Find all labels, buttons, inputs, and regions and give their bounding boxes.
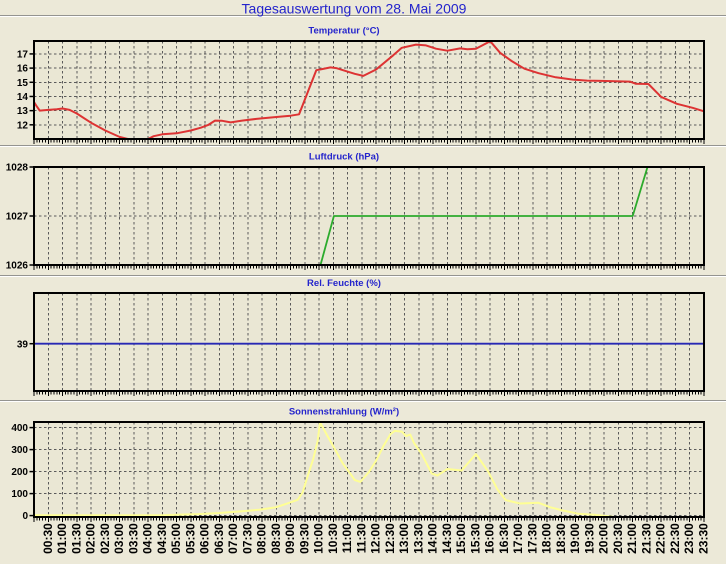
svg-text:23:30: 23:30 bbox=[697, 523, 711, 554]
svg-text:00:30: 00:30 bbox=[41, 523, 55, 554]
svg-text:16:00: 16:00 bbox=[483, 523, 497, 554]
svg-text:23:00: 23:00 bbox=[682, 523, 696, 554]
svg-text:Temperatur (°C): Temperatur (°C) bbox=[308, 26, 379, 37]
svg-text:01:00: 01:00 bbox=[55, 523, 69, 554]
svg-text:19:00: 19:00 bbox=[568, 523, 582, 554]
svg-text:02:00: 02:00 bbox=[84, 523, 98, 554]
svg-text:21:30: 21:30 bbox=[639, 523, 653, 554]
svg-text:13: 13 bbox=[17, 106, 29, 117]
svg-text:14: 14 bbox=[17, 92, 29, 103]
svg-text:14:30: 14:30 bbox=[440, 523, 454, 554]
svg-text:0: 0 bbox=[22, 511, 28, 522]
svg-text:17: 17 bbox=[17, 50, 29, 61]
svg-text:18:30: 18:30 bbox=[554, 523, 568, 554]
svg-text:09:30: 09:30 bbox=[297, 523, 311, 554]
svg-text:15: 15 bbox=[17, 78, 29, 89]
svg-text:16:30: 16:30 bbox=[497, 523, 511, 554]
svg-text:20:00: 20:00 bbox=[597, 523, 611, 554]
svg-text:05:00: 05:00 bbox=[169, 523, 183, 554]
svg-text:06:00: 06:00 bbox=[198, 523, 212, 554]
svg-text:12:30: 12:30 bbox=[383, 523, 397, 554]
svg-text:10:30: 10:30 bbox=[326, 523, 340, 554]
svg-text:Rel. Feuchte (%): Rel. Feuchte (%) bbox=[307, 278, 381, 289]
svg-text:12:00: 12:00 bbox=[369, 523, 383, 554]
svg-text:10:00: 10:00 bbox=[312, 523, 326, 554]
svg-text:19:30: 19:30 bbox=[582, 523, 596, 554]
svg-text:07:30: 07:30 bbox=[240, 523, 254, 554]
svg-text:Sonnenstrahlung (W/m²): Sonnenstrahlung (W/m²) bbox=[289, 407, 399, 418]
svg-text:100: 100 bbox=[11, 489, 28, 500]
svg-text:15:30: 15:30 bbox=[468, 523, 482, 554]
svg-text:01:30: 01:30 bbox=[69, 523, 83, 554]
svg-text:22:00: 22:00 bbox=[654, 523, 668, 554]
svg-text:21:00: 21:00 bbox=[625, 523, 639, 554]
svg-text:18:00: 18:00 bbox=[540, 523, 554, 554]
svg-text:11:30: 11:30 bbox=[354, 523, 368, 553]
svg-text:1027: 1027 bbox=[6, 212, 29, 223]
svg-text:200: 200 bbox=[11, 467, 28, 478]
svg-text:08:30: 08:30 bbox=[269, 523, 283, 554]
svg-text:04:00: 04:00 bbox=[141, 523, 155, 554]
svg-text:16: 16 bbox=[17, 64, 29, 75]
svg-text:08:00: 08:00 bbox=[255, 523, 269, 554]
svg-text:22:30: 22:30 bbox=[668, 523, 682, 554]
svg-text:03:00: 03:00 bbox=[112, 523, 126, 554]
svg-text:1028: 1028 bbox=[6, 163, 29, 174]
svg-text:09:00: 09:00 bbox=[283, 523, 297, 554]
svg-text:05:30: 05:30 bbox=[183, 523, 197, 554]
svg-text:04:30: 04:30 bbox=[155, 523, 169, 554]
svg-text:300: 300 bbox=[11, 445, 28, 456]
svg-text:02:30: 02:30 bbox=[98, 523, 112, 554]
svg-text:17:30: 17:30 bbox=[525, 523, 539, 554]
svg-text:20:30: 20:30 bbox=[611, 523, 625, 554]
svg-text:14:00: 14:00 bbox=[426, 523, 440, 554]
svg-text:Tagesauswertung vom 28. Mai 20: Tagesauswertung vom 28. Mai 2009 bbox=[242, 1, 467, 17]
svg-text:Luftdruck (hPa): Luftdruck (hPa) bbox=[309, 152, 379, 163]
svg-text:17:00: 17:00 bbox=[511, 523, 525, 554]
svg-text:07:00: 07:00 bbox=[226, 523, 240, 554]
svg-text:06:30: 06:30 bbox=[212, 523, 226, 554]
svg-text:1026: 1026 bbox=[6, 261, 29, 272]
svg-text:400: 400 bbox=[11, 423, 28, 434]
svg-text:03:30: 03:30 bbox=[126, 523, 140, 554]
svg-text:15:00: 15:00 bbox=[454, 523, 468, 554]
svg-text:11:00: 11:00 bbox=[340, 523, 354, 553]
svg-text:13:00: 13:00 bbox=[397, 523, 411, 554]
svg-text:12: 12 bbox=[17, 120, 29, 131]
svg-text:39: 39 bbox=[17, 339, 29, 350]
svg-text:13:30: 13:30 bbox=[411, 523, 425, 554]
